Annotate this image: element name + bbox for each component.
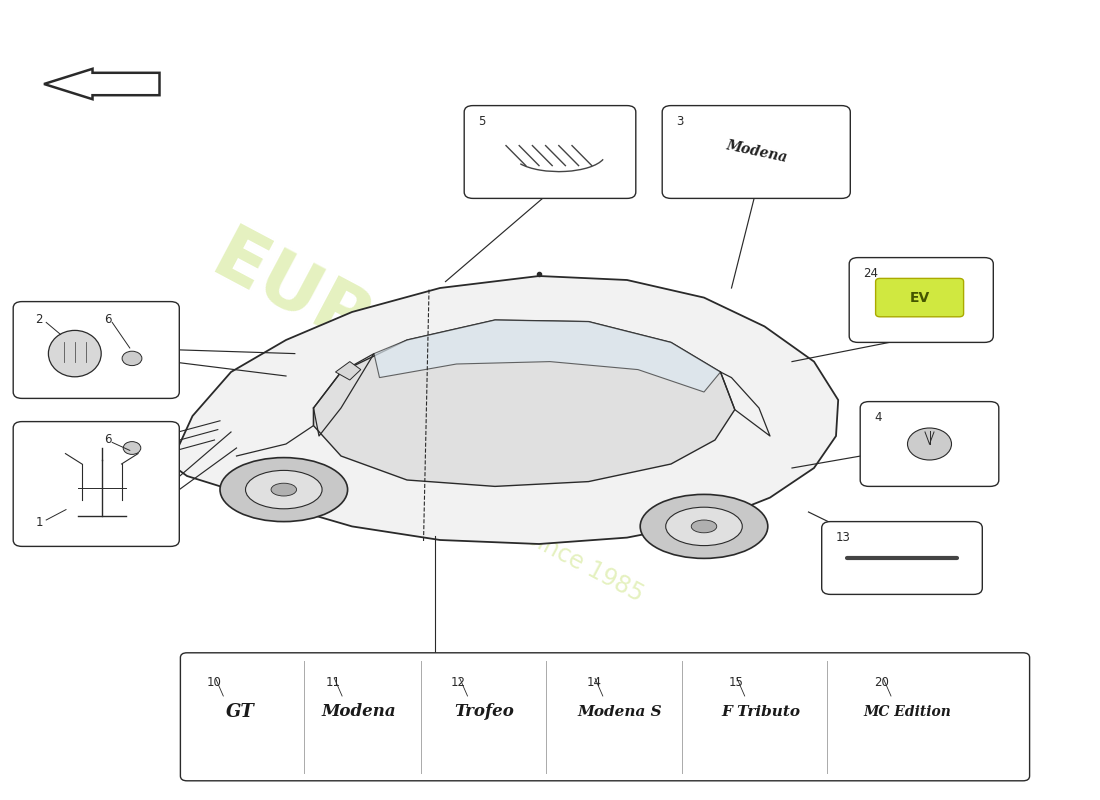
Text: F Tributo: F Tributo (722, 705, 801, 719)
Text: 4: 4 (874, 411, 882, 424)
Ellipse shape (220, 458, 348, 522)
Circle shape (908, 428, 952, 460)
Polygon shape (170, 276, 838, 544)
Text: 3: 3 (676, 115, 684, 128)
FancyBboxPatch shape (849, 258, 993, 342)
Ellipse shape (640, 494, 768, 558)
Text: 6: 6 (104, 433, 112, 446)
Circle shape (123, 442, 141, 454)
Text: 10: 10 (207, 676, 222, 689)
Text: 13: 13 (836, 531, 851, 544)
Text: Modena S: Modena S (578, 705, 661, 719)
FancyBboxPatch shape (860, 402, 999, 486)
Ellipse shape (271, 483, 297, 496)
Text: 5: 5 (478, 115, 486, 128)
Text: EUROSPARES: EUROSPARES (199, 221, 725, 547)
FancyBboxPatch shape (464, 106, 636, 198)
Ellipse shape (48, 330, 101, 377)
FancyBboxPatch shape (876, 278, 964, 317)
Text: Modena: Modena (724, 138, 789, 166)
Text: 14: 14 (586, 676, 602, 689)
Text: 2: 2 (35, 313, 43, 326)
FancyBboxPatch shape (13, 422, 179, 546)
Ellipse shape (666, 507, 743, 546)
Polygon shape (336, 362, 361, 380)
Text: 11: 11 (326, 676, 341, 689)
Text: Modena: Modena (321, 703, 396, 721)
Polygon shape (314, 320, 735, 486)
Text: 12: 12 (451, 676, 466, 689)
FancyBboxPatch shape (662, 106, 850, 198)
Ellipse shape (691, 520, 717, 533)
Text: 1: 1 (35, 516, 43, 529)
FancyBboxPatch shape (13, 302, 179, 398)
Text: MC Edition: MC Edition (864, 705, 952, 719)
Text: 6: 6 (104, 313, 112, 326)
Circle shape (122, 351, 142, 366)
Text: EV: EV (910, 290, 930, 305)
Text: 20: 20 (874, 676, 890, 689)
Text: Trofeo: Trofeo (454, 703, 514, 721)
Text: GT: GT (226, 703, 254, 721)
FancyBboxPatch shape (822, 522, 982, 594)
Text: 24: 24 (864, 267, 879, 280)
Text: a passion for parts since 1985: a passion for parts since 1985 (321, 418, 647, 606)
Polygon shape (374, 320, 720, 392)
Text: 15: 15 (728, 676, 744, 689)
FancyBboxPatch shape (180, 653, 1030, 781)
Ellipse shape (245, 470, 322, 509)
